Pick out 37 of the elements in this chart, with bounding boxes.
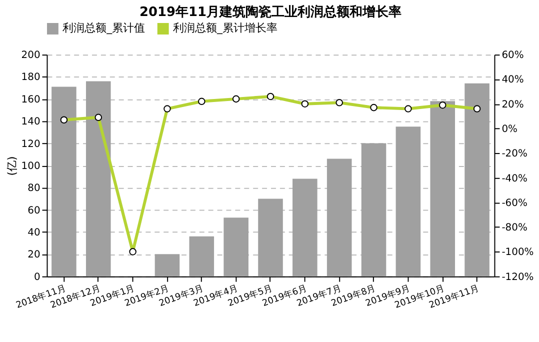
bar [189,236,214,276]
bar [292,178,318,276]
y-tick-label: 60 [28,205,40,216]
legend-label: 利润总额_累计值 [62,22,146,35]
y2-tick-label: 20% [502,99,524,110]
y2-tick-label: 60% [502,50,524,62]
y-tick-label: 140 [21,116,40,128]
y-tick-label: 180 [21,72,40,84]
bar [430,101,456,276]
y2-tick-label: -120% [502,272,534,283]
y-axis-title: (亿) [5,156,18,176]
y2-tick-label: -20% [502,148,528,160]
y-tick-label: 0 [34,272,40,283]
bar [86,81,111,276]
bar [396,126,421,276]
y2-tick-label: -60% [502,198,528,209]
bar [258,198,283,276]
y-tick-label: 80 [28,183,40,194]
bar [326,158,352,276]
y2-tick-label: -40% [502,173,528,184]
legend-label: 利润总额_累计增长率 [173,22,278,35]
bar [361,143,386,276]
y-tick-label: 100 [21,160,40,172]
y-tick-label: 40 [28,227,40,238]
chart-title: 2019年11月建筑陶瓷工业利润总额和增长率 [140,4,402,20]
bar [154,254,180,276]
y2-tick-label: 0% [502,124,518,135]
bar [52,86,76,276]
y-tick-label: 120 [21,138,40,150]
y-tick-label: 200 [21,50,40,62]
y2-tick-label: -80% [502,222,528,234]
y-tick-label: 20 [28,250,40,261]
y-tick-label: 160 [21,94,40,106]
bar [464,83,490,276]
bar [224,218,248,276]
y2-tick-label: 40% [502,74,524,86]
y2-tick-label: -100% [502,247,534,258]
